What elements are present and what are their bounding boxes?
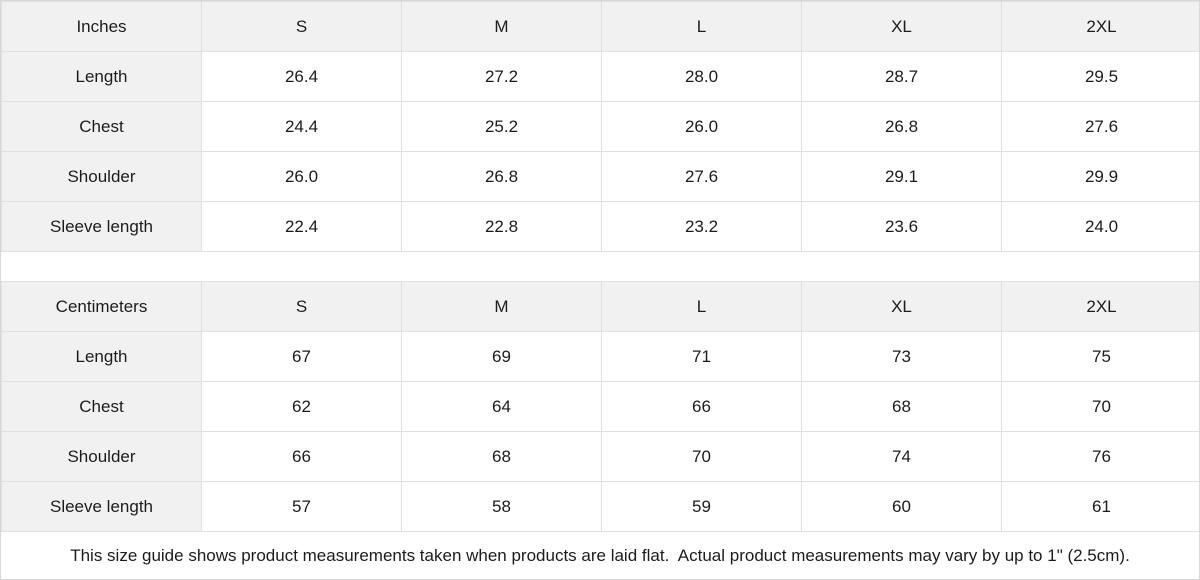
value-cell: 28.0 (601, 51, 802, 102)
inches-table: Inches S M L XL 2XL Length 26.4 27.2 28.0 28.7 29.5… (1, 1, 1199, 252)
size-header-cell: M (401, 281, 602, 332)
measure-label-cell: Shoulder (1, 151, 202, 202)
value-cell: 26.8 (801, 101, 1002, 152)
value-cell: 26.0 (201, 151, 402, 202)
measurement-row: Chest 24.4 25.2 26.0 26.8 27.6 (1, 101, 1199, 152)
measure-label-cell: Sleeve length (1, 201, 202, 252)
measure-label-cell: Chest (1, 381, 202, 432)
measurement-row: Shoulder 26.0 26.8 27.6 29.1 29.9 (1, 151, 1199, 202)
measurement-row: Sleeve length 22.4 22.8 23.2 23.6 24.0 (1, 201, 1199, 252)
centimeters-table: Centimeters S M L XL 2XL Length 67 69 71 73 75 Chest… (1, 281, 1199, 532)
size-header-cell: S (201, 281, 402, 332)
value-cell: 24.4 (201, 101, 402, 152)
value-cell: 26.0 (601, 101, 802, 152)
value-cell: 58 (401, 481, 602, 532)
value-cell: 66 (201, 431, 402, 482)
value-cell: 27.2 (401, 51, 602, 102)
value-cell: 22.4 (201, 201, 402, 252)
measure-label-cell: Shoulder (1, 431, 202, 482)
size-header-cell: 2XL (1001, 1, 1199, 52)
value-cell: 70 (601, 431, 802, 482)
measurement-row: Shoulder 66 68 70 74 76 (1, 431, 1199, 482)
value-cell: 29.9 (1001, 151, 1199, 202)
value-cell: 74 (801, 431, 1002, 482)
measure-label-cell: Chest (1, 101, 202, 152)
value-cell: 75 (1001, 331, 1199, 382)
size-header-cell: M (401, 1, 602, 52)
unit-label-cell: Inches (1, 1, 202, 52)
table-gap (1, 252, 1199, 281)
measurement-row: Length 67 69 71 73 75 (1, 331, 1199, 382)
value-cell: 70 (1001, 381, 1199, 432)
value-cell: 24.0 (1001, 201, 1199, 252)
measurement-row: Sleeve length 57 58 59 60 61 (1, 481, 1199, 532)
unit-label-cell: Centimeters (1, 281, 202, 332)
size-header-row: Centimeters S M L XL 2XL (1, 281, 1199, 332)
value-cell: 26.8 (401, 151, 602, 202)
value-cell: 27.6 (601, 151, 802, 202)
value-cell: 61 (1001, 481, 1199, 532)
value-cell: 29.5 (1001, 51, 1199, 102)
size-header-cell: XL (801, 1, 1002, 52)
size-header-cell: 2XL (1001, 281, 1199, 332)
value-cell: 62 (201, 381, 402, 432)
size-guide-note: This size guide shows product measuremen… (1, 532, 1199, 579)
measure-label-cell: Length (1, 51, 202, 102)
value-cell: 25.2 (401, 101, 602, 152)
value-cell: 23.2 (601, 201, 802, 252)
value-cell: 29.1 (801, 151, 1002, 202)
value-cell: 59 (601, 481, 802, 532)
measurement-row: Length 26.4 27.2 28.0 28.7 29.5 (1, 51, 1199, 102)
measure-label-cell: Sleeve length (1, 481, 202, 532)
value-cell: 69 (401, 331, 602, 382)
value-cell: 57 (201, 481, 402, 532)
value-cell: 73 (801, 331, 1002, 382)
value-cell: 67 (201, 331, 402, 382)
value-cell: 71 (601, 331, 802, 382)
measurement-row: Chest 62 64 66 68 70 (1, 381, 1199, 432)
size-header-cell: XL (801, 281, 1002, 332)
value-cell: 28.7 (801, 51, 1002, 102)
value-cell: 23.6 (801, 201, 1002, 252)
size-header-cell: L (601, 281, 802, 332)
value-cell: 22.8 (401, 201, 602, 252)
value-cell: 66 (601, 381, 802, 432)
value-cell: 64 (401, 381, 602, 432)
value-cell: 76 (1001, 431, 1199, 482)
value-cell: 68 (401, 431, 602, 482)
value-cell: 60 (801, 481, 1002, 532)
size-header-cell: S (201, 1, 402, 52)
value-cell: 26.4 (201, 51, 402, 102)
size-header-row: Inches S M L XL 2XL (1, 1, 1199, 52)
value-cell: 68 (801, 381, 1002, 432)
value-cell: 27.6 (1001, 101, 1199, 152)
measure-label-cell: Length (1, 331, 202, 382)
size-header-cell: L (601, 1, 802, 52)
